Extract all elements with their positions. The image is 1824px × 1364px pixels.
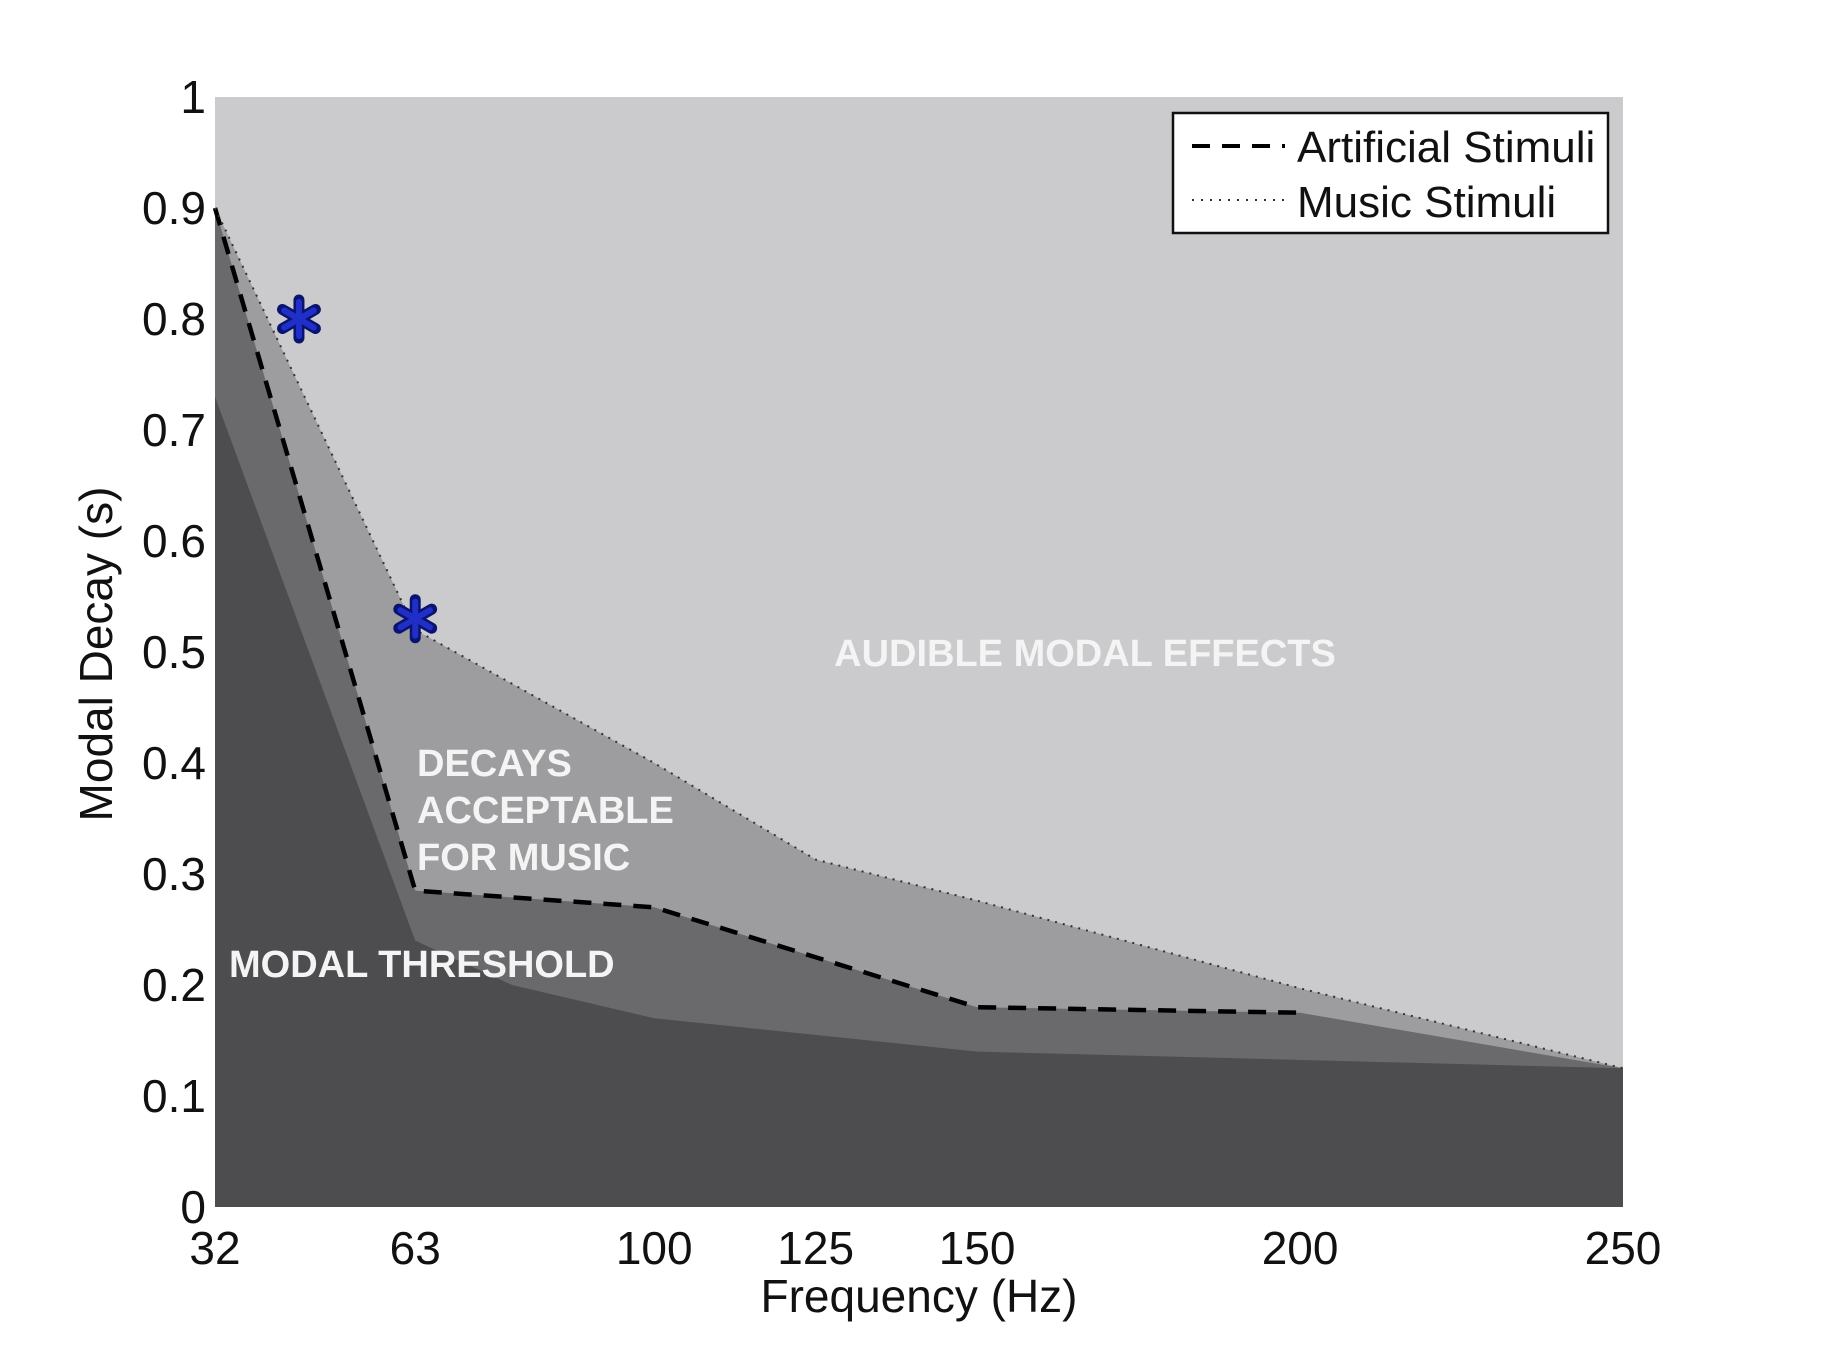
y-tick-label: 0.2 xyxy=(142,959,206,1011)
series-line-artificial xyxy=(212,207,1301,1015)
y-tick-label: 0.1 xyxy=(142,1070,206,1122)
y-tick-label: 0.7 xyxy=(142,404,206,456)
x-tick-label: 150 xyxy=(939,1222,1016,1274)
x-tick-label: 100 xyxy=(616,1222,693,1274)
legend-label-artificial: Artificial Stimuli xyxy=(1297,123,1595,172)
y-tick-label: 0.4 xyxy=(142,737,206,789)
y-tick-label: 1 xyxy=(180,71,206,123)
x-tick-label: 200 xyxy=(1262,1222,1339,1274)
region-intermediate xyxy=(215,208,1623,1207)
markers xyxy=(277,294,438,644)
asterisk-stroke xyxy=(397,607,433,631)
series-line-music xyxy=(214,207,1624,1070)
asterisk-stroke xyxy=(281,307,317,331)
y-tick-label: 0 xyxy=(180,1181,206,1233)
legend: Artificial Stimuli Music Stimuli xyxy=(1171,111,1610,235)
y-tick-label: 0.6 xyxy=(142,515,206,567)
legend-label-music: Music Stimuli xyxy=(1297,178,1556,227)
y-tick-label: 0.9 xyxy=(142,182,206,234)
x-tick-label: 63 xyxy=(390,1222,441,1274)
region-label-decays-line2: ACCEPTABLE xyxy=(417,790,674,832)
regions xyxy=(215,97,1623,1207)
x-tick-label: 32 xyxy=(189,1222,240,1274)
y-axis-label: Modal Decay (s) xyxy=(70,487,122,822)
asterisk-marker xyxy=(277,294,321,344)
region-modal-threshold xyxy=(215,396,1623,1207)
region-label-decays-line3: FOR MUSIC xyxy=(417,837,630,879)
ticks: 32 63 100 125 150 200 250 0 0.1 0.2 0.3 0.4 0.5 0.6 0.… xyxy=(142,71,1661,1274)
region-label-audible: AUDIBLE MODAL EFFECTS xyxy=(834,633,1336,675)
x-tick-label: 125 xyxy=(777,1222,854,1274)
y-tick-label: 0.3 xyxy=(142,848,206,900)
x-axis-label: Frequency (Hz) xyxy=(761,1270,1078,1322)
legend-box xyxy=(1171,111,1610,235)
y-tick-label: 0.5 xyxy=(142,626,206,678)
region-label-decays-line1: DECAYS xyxy=(417,743,572,785)
series-lines xyxy=(212,207,1624,1070)
asterisk-marker xyxy=(393,594,438,644)
x-tick-label: 250 xyxy=(1585,1222,1662,1274)
region-label-threshold: MODAL THRESHOLD xyxy=(229,944,615,986)
y-tick-label: 0.8 xyxy=(142,293,206,345)
